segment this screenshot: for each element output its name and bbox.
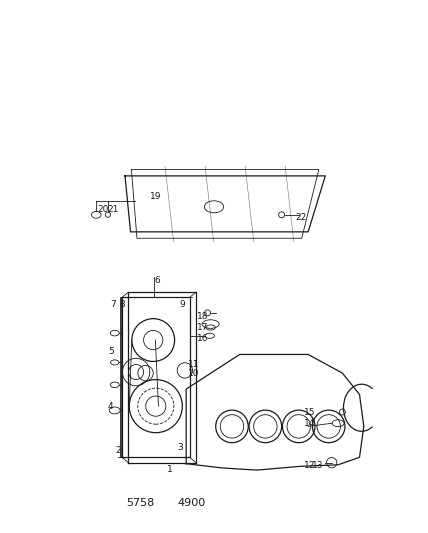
Text: 2: 2 (116, 446, 121, 455)
Text: 22: 22 (295, 213, 306, 222)
Text: 11: 11 (188, 360, 200, 369)
Text: 10: 10 (188, 369, 200, 377)
Text: 15: 15 (304, 408, 315, 416)
Text: 7: 7 (110, 301, 116, 309)
Text: 14: 14 (304, 419, 315, 428)
Text: 16: 16 (197, 334, 208, 343)
Text: 6: 6 (154, 277, 160, 285)
Text: 20: 20 (98, 205, 109, 214)
Text: 3: 3 (178, 443, 183, 452)
Text: 4: 4 (108, 402, 113, 410)
Text: 8: 8 (119, 301, 125, 309)
Text: 12: 12 (304, 461, 315, 470)
Text: 4900: 4900 (178, 498, 206, 508)
Text: 9: 9 (179, 301, 184, 309)
Text: 5: 5 (108, 348, 113, 356)
Text: 13: 13 (312, 461, 324, 470)
Text: 21: 21 (107, 205, 119, 214)
Text: 1: 1 (167, 465, 172, 473)
Text: 19: 19 (150, 192, 161, 200)
Text: 17: 17 (197, 324, 208, 332)
Text: 18: 18 (197, 312, 208, 321)
Text: 5758: 5758 (126, 498, 155, 508)
